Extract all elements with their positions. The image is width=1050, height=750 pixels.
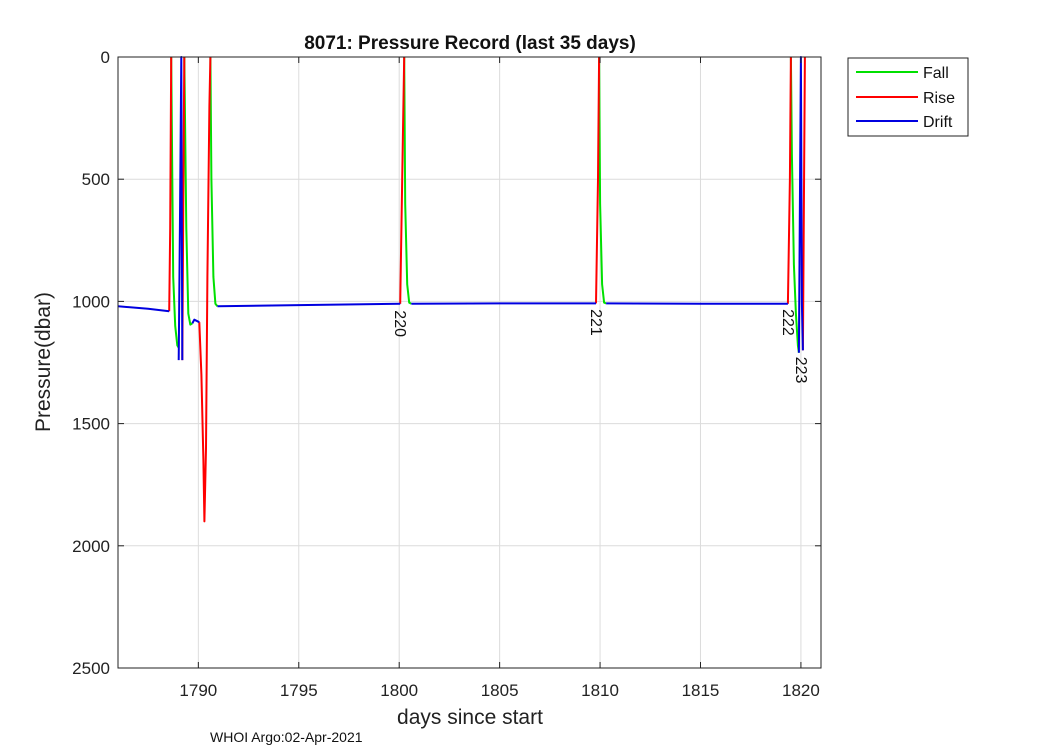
cycle-label: 223 [792,357,809,384]
series-drift-line [217,302,401,308]
series-drift-line [118,305,170,313]
x-tick-label: 1795 [280,681,318,700]
y-tick-label: 0 [101,48,110,67]
cycle-label: 220 [391,310,408,337]
x-tick-label: 1820 [782,681,820,700]
y-tick-label: 2500 [72,659,110,678]
series-fall-line [170,56,180,349]
series-rise-line [198,56,212,523]
series-layer [118,56,806,523]
legend: Fall Rise Drift [847,57,969,137]
axis-ticks: 1790 1795 1800 1805 1810 1815 1820 0 500 1000 1500… [72,48,821,700]
y-tick-label: 500 [82,170,110,189]
series-fall-line [403,56,412,305]
series-rise-line [399,56,406,304]
series-rise-line [595,56,601,304]
footer-credit: WHOI Argo:02-Apr-2021 [210,729,363,745]
x-tick-label: 1805 [481,681,519,700]
x-tick-label: 1815 [682,681,720,700]
y-tick-label: 2000 [72,537,110,556]
x-tick-label: 1790 [179,681,217,700]
cycle-label: 222 [779,309,796,336]
series-fall-line [209,56,219,307]
x-tick-label: 1810 [581,681,619,700]
legend-label-drift: Drift [923,114,953,131]
y-axis-label: Pressure(dbar) [32,292,55,432]
y-tick-label: 1500 [72,415,110,434]
series-rise-line [801,56,806,351]
series-rise-line [168,56,173,312]
x-tick-label: 1800 [380,681,418,700]
series-fall-line [598,56,607,305]
series-rise-line [786,56,792,304]
cycle-label: 221 [587,309,604,336]
series-fall-line [183,56,193,326]
series-drift-line [191,318,200,324]
chart-title: 8071: Pressure Record (last 35 days) [304,33,636,54]
legend-label-rise: Rise [923,90,955,107]
plot-frame [117,56,822,669]
cycle-labels: 220 221 222 223 [391,309,809,383]
x-axis-label: days since start [397,706,543,729]
legend-label-fall: Fall [923,65,949,82]
series-drift-line [177,56,184,361]
y-tick-label: 1000 [72,292,110,311]
